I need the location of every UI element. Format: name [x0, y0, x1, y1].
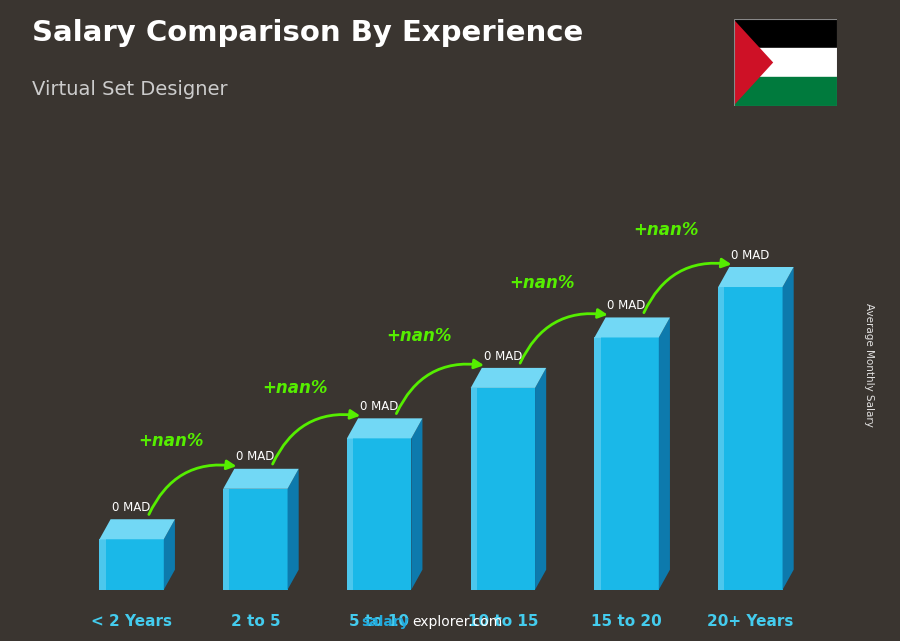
Polygon shape	[99, 539, 105, 590]
Text: salary: salary	[362, 615, 410, 629]
Polygon shape	[535, 368, 546, 590]
Polygon shape	[782, 267, 794, 590]
Text: 10 to 15: 10 to 15	[468, 614, 538, 629]
Text: 0 MAD: 0 MAD	[608, 299, 646, 312]
Polygon shape	[595, 337, 600, 590]
Polygon shape	[223, 489, 288, 590]
Polygon shape	[471, 388, 477, 590]
Text: 0 MAD: 0 MAD	[483, 349, 522, 363]
Text: Virtual Set Designer: Virtual Set Designer	[32, 80, 227, 99]
Bar	[734, 48, 837, 77]
Polygon shape	[471, 388, 535, 590]
Polygon shape	[595, 317, 670, 337]
Polygon shape	[223, 489, 230, 590]
Text: 0 MAD: 0 MAD	[360, 400, 399, 413]
Text: 5 to 10: 5 to 10	[349, 614, 410, 629]
Polygon shape	[471, 368, 546, 388]
Polygon shape	[99, 519, 175, 539]
Polygon shape	[164, 519, 175, 590]
Polygon shape	[288, 469, 299, 590]
Text: 15 to 20: 15 to 20	[591, 614, 662, 629]
Text: 0 MAD: 0 MAD	[731, 249, 770, 262]
Polygon shape	[734, 19, 773, 106]
Text: +nan%: +nan%	[262, 379, 328, 397]
Text: 2 to 5: 2 to 5	[230, 614, 280, 629]
Text: +nan%: +nan%	[634, 221, 699, 239]
Polygon shape	[99, 539, 164, 590]
Polygon shape	[718, 287, 782, 590]
Polygon shape	[718, 287, 724, 590]
Text: 0 MAD: 0 MAD	[112, 501, 151, 514]
Polygon shape	[347, 419, 422, 438]
Polygon shape	[595, 337, 659, 590]
Bar	[734, 19, 837, 48]
Text: +nan%: +nan%	[509, 274, 575, 292]
Text: +nan%: +nan%	[139, 432, 204, 450]
Polygon shape	[347, 438, 411, 590]
Text: Salary Comparison By Experience: Salary Comparison By Experience	[32, 19, 583, 47]
Bar	[734, 77, 837, 106]
Text: +nan%: +nan%	[386, 327, 452, 345]
Text: 20+ Years: 20+ Years	[707, 614, 794, 629]
Text: ★: ★	[807, 57, 815, 66]
Text: ☽: ☽	[792, 56, 803, 69]
Polygon shape	[347, 438, 353, 590]
Polygon shape	[223, 469, 299, 489]
Text: 0 MAD: 0 MAD	[236, 451, 274, 463]
Polygon shape	[718, 267, 794, 287]
Text: < 2 Years: < 2 Years	[91, 614, 172, 629]
Text: explorer.com: explorer.com	[412, 615, 502, 629]
Polygon shape	[659, 317, 670, 590]
Polygon shape	[411, 419, 422, 590]
Text: Average Monthly Salary: Average Monthly Salary	[863, 303, 874, 428]
